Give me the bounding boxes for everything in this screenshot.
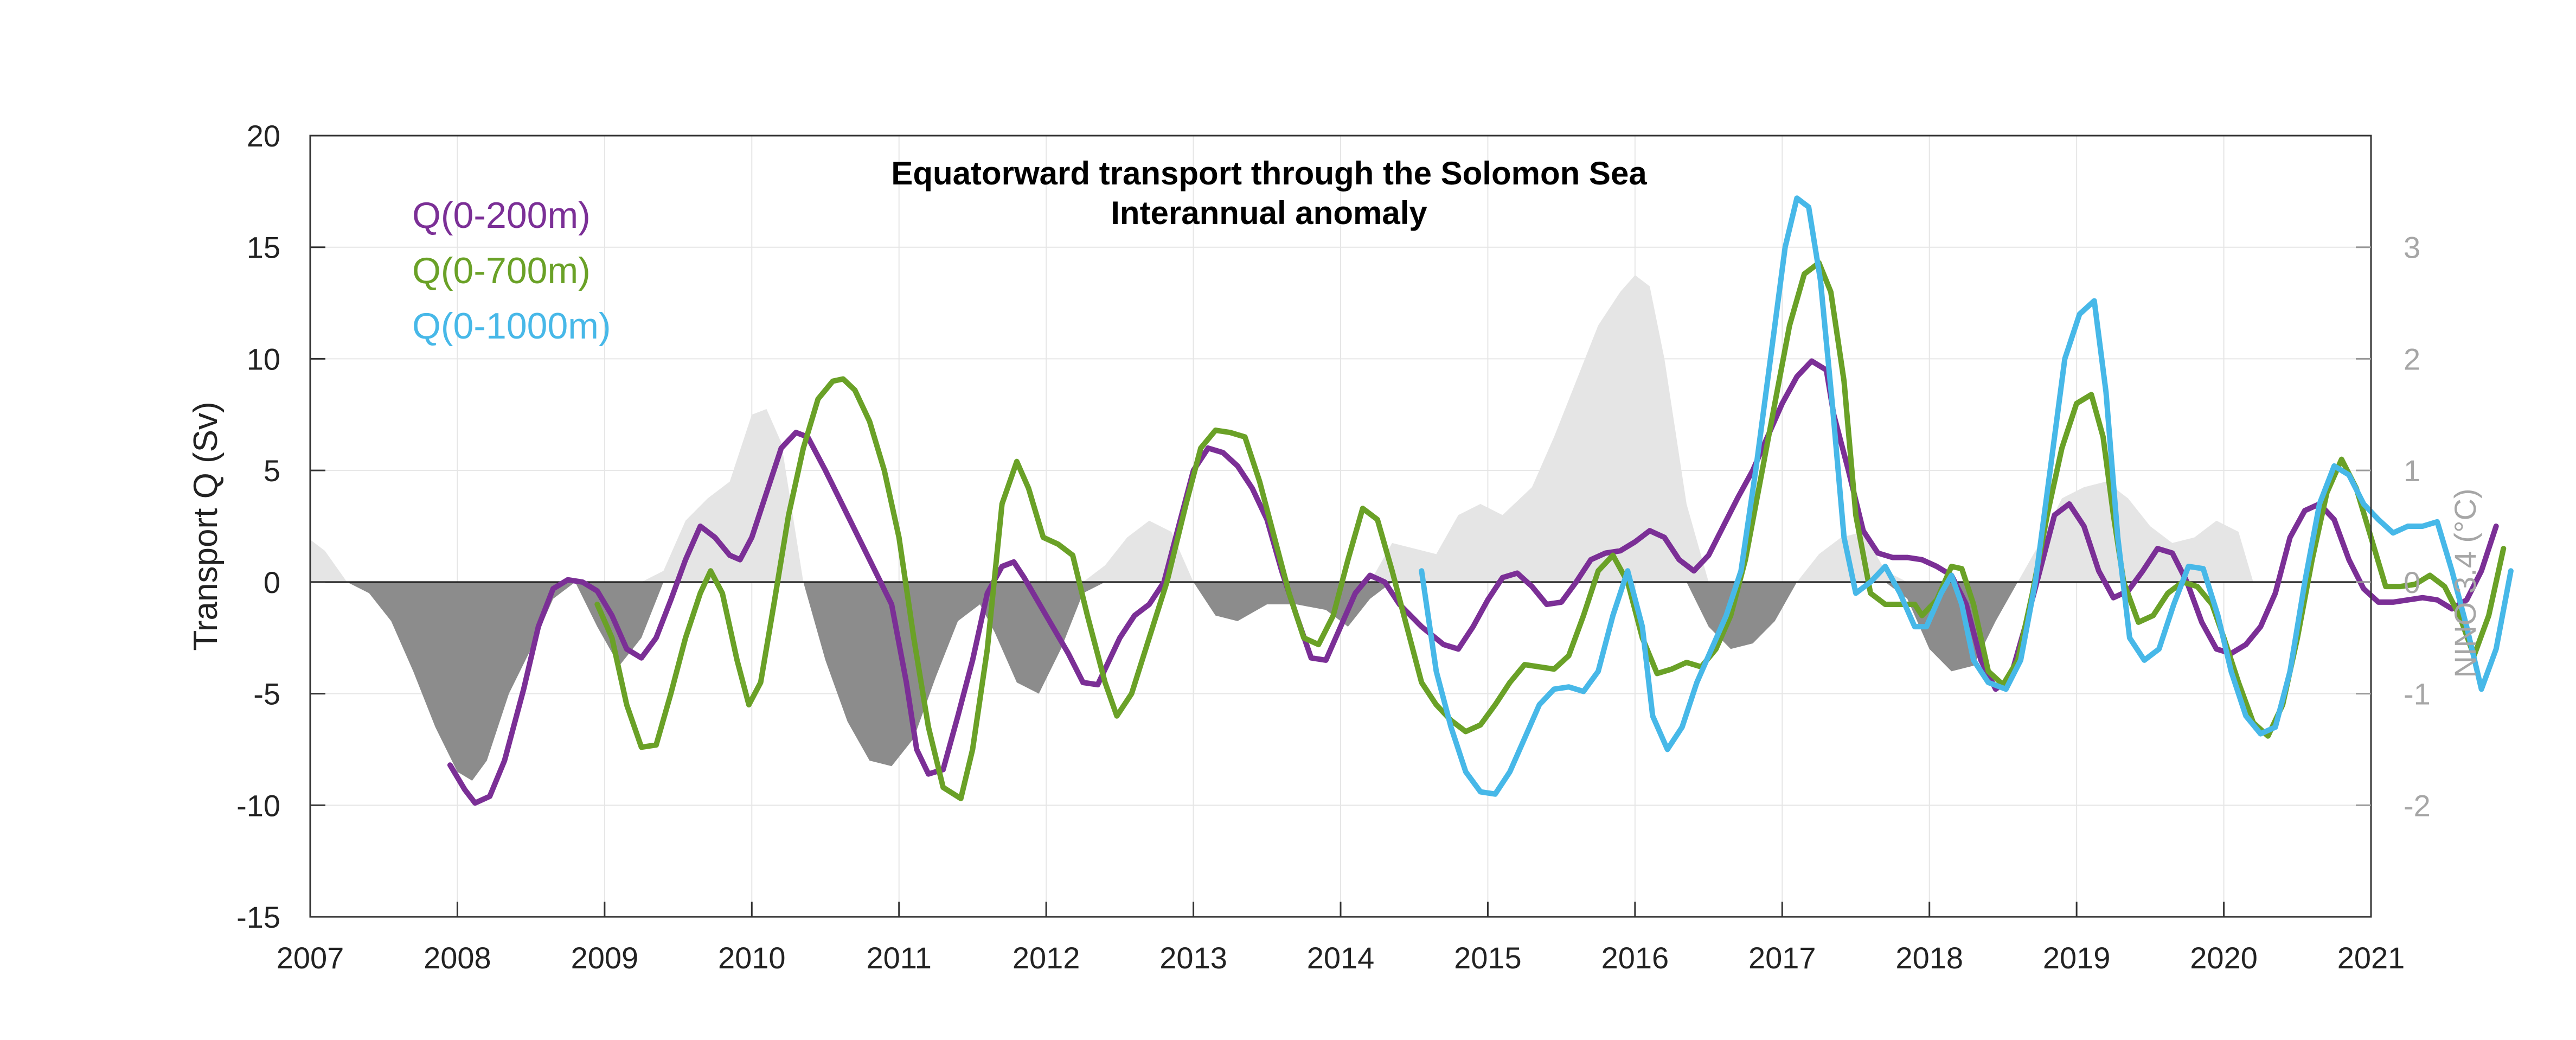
x-tick-label: 2021 [2337, 941, 2405, 975]
series-lines [447, 195, 2514, 806]
x-tick-label: 2019 [2043, 941, 2111, 975]
y-axis-label: Transport Q (Sv) [187, 401, 225, 650]
right-tick-label: -2 [2404, 788, 2431, 822]
x-axis-ticks: 2007 2008 2009 2010 2011 2012 2013 2014 2015 2016… [277, 902, 2405, 975]
legend: Q(0-200m) Q(0-700m) Q(0-1000m) [412, 195, 611, 347]
left-tick-label: -5 [253, 677, 280, 711]
left-tick-label: 0 [264, 565, 280, 599]
left-tick-label: 5 [264, 454, 280, 488]
legend-item-q-0-1000m: Q(0-1000m) [412, 305, 611, 347]
legend-item-q-0-200m: Q(0-200m) [412, 195, 591, 236]
x-tick-label: 2012 [1013, 941, 1080, 975]
series-line-q-0-1000m [1419, 195, 2514, 797]
right-tick-label: 2 [2404, 342, 2420, 376]
nino34-area [310, 275, 2253, 781]
nino34-negative-area [310, 582, 2253, 781]
x-tick-label: 2010 [718, 941, 786, 975]
chart-title-line-1: Equatorward transport through the Solomo… [891, 155, 1647, 192]
left-tick-label: 15 [247, 231, 280, 265]
left-tick-label: -10 [236, 788, 280, 822]
x-tick-label: 2013 [1159, 941, 1227, 975]
right-tick-label: 0 [2404, 565, 2420, 599]
chart-title-line-2: Interannual anomaly [1111, 195, 1427, 231]
right-tick-label: -1 [2404, 677, 2431, 711]
x-tick-label: 2014 [1307, 941, 1375, 975]
right-tick-label: 3 [2404, 231, 2420, 265]
series-line-q-0-200m [447, 358, 2499, 806]
nino34-positive-area [310, 275, 2253, 582]
left-tick-label: 20 [247, 119, 280, 153]
x-tick-label: 2018 [1895, 941, 1963, 975]
x-tick-label: 2017 [1748, 941, 1816, 975]
left-tick-label: -15 [236, 900, 280, 934]
x-tick-label: 2009 [571, 941, 639, 975]
x-tick-label: 2015 [1454, 941, 1522, 975]
x-tick-label: 2020 [2190, 941, 2258, 975]
x-tick-label: 2007 [277, 941, 344, 975]
legend-item-q-0-700m: Q(0-700m) [412, 250, 591, 291]
y2-axis-label: NINO 3.4 (°C) [2448, 488, 2482, 678]
left-tick-label: 10 [247, 342, 280, 376]
x-tick-label: 2008 [424, 941, 491, 975]
right-axis-ticks: -2 -1 0 1 2 3 [2356, 231, 2431, 822]
x-tick-label: 2016 [1601, 941, 1669, 975]
left-axis-ticks: -15 -10 -5 0 5 10 15 20 [236, 119, 325, 934]
right-tick-label: 1 [2404, 454, 2420, 488]
x-tick-label: 2011 [867, 941, 932, 975]
